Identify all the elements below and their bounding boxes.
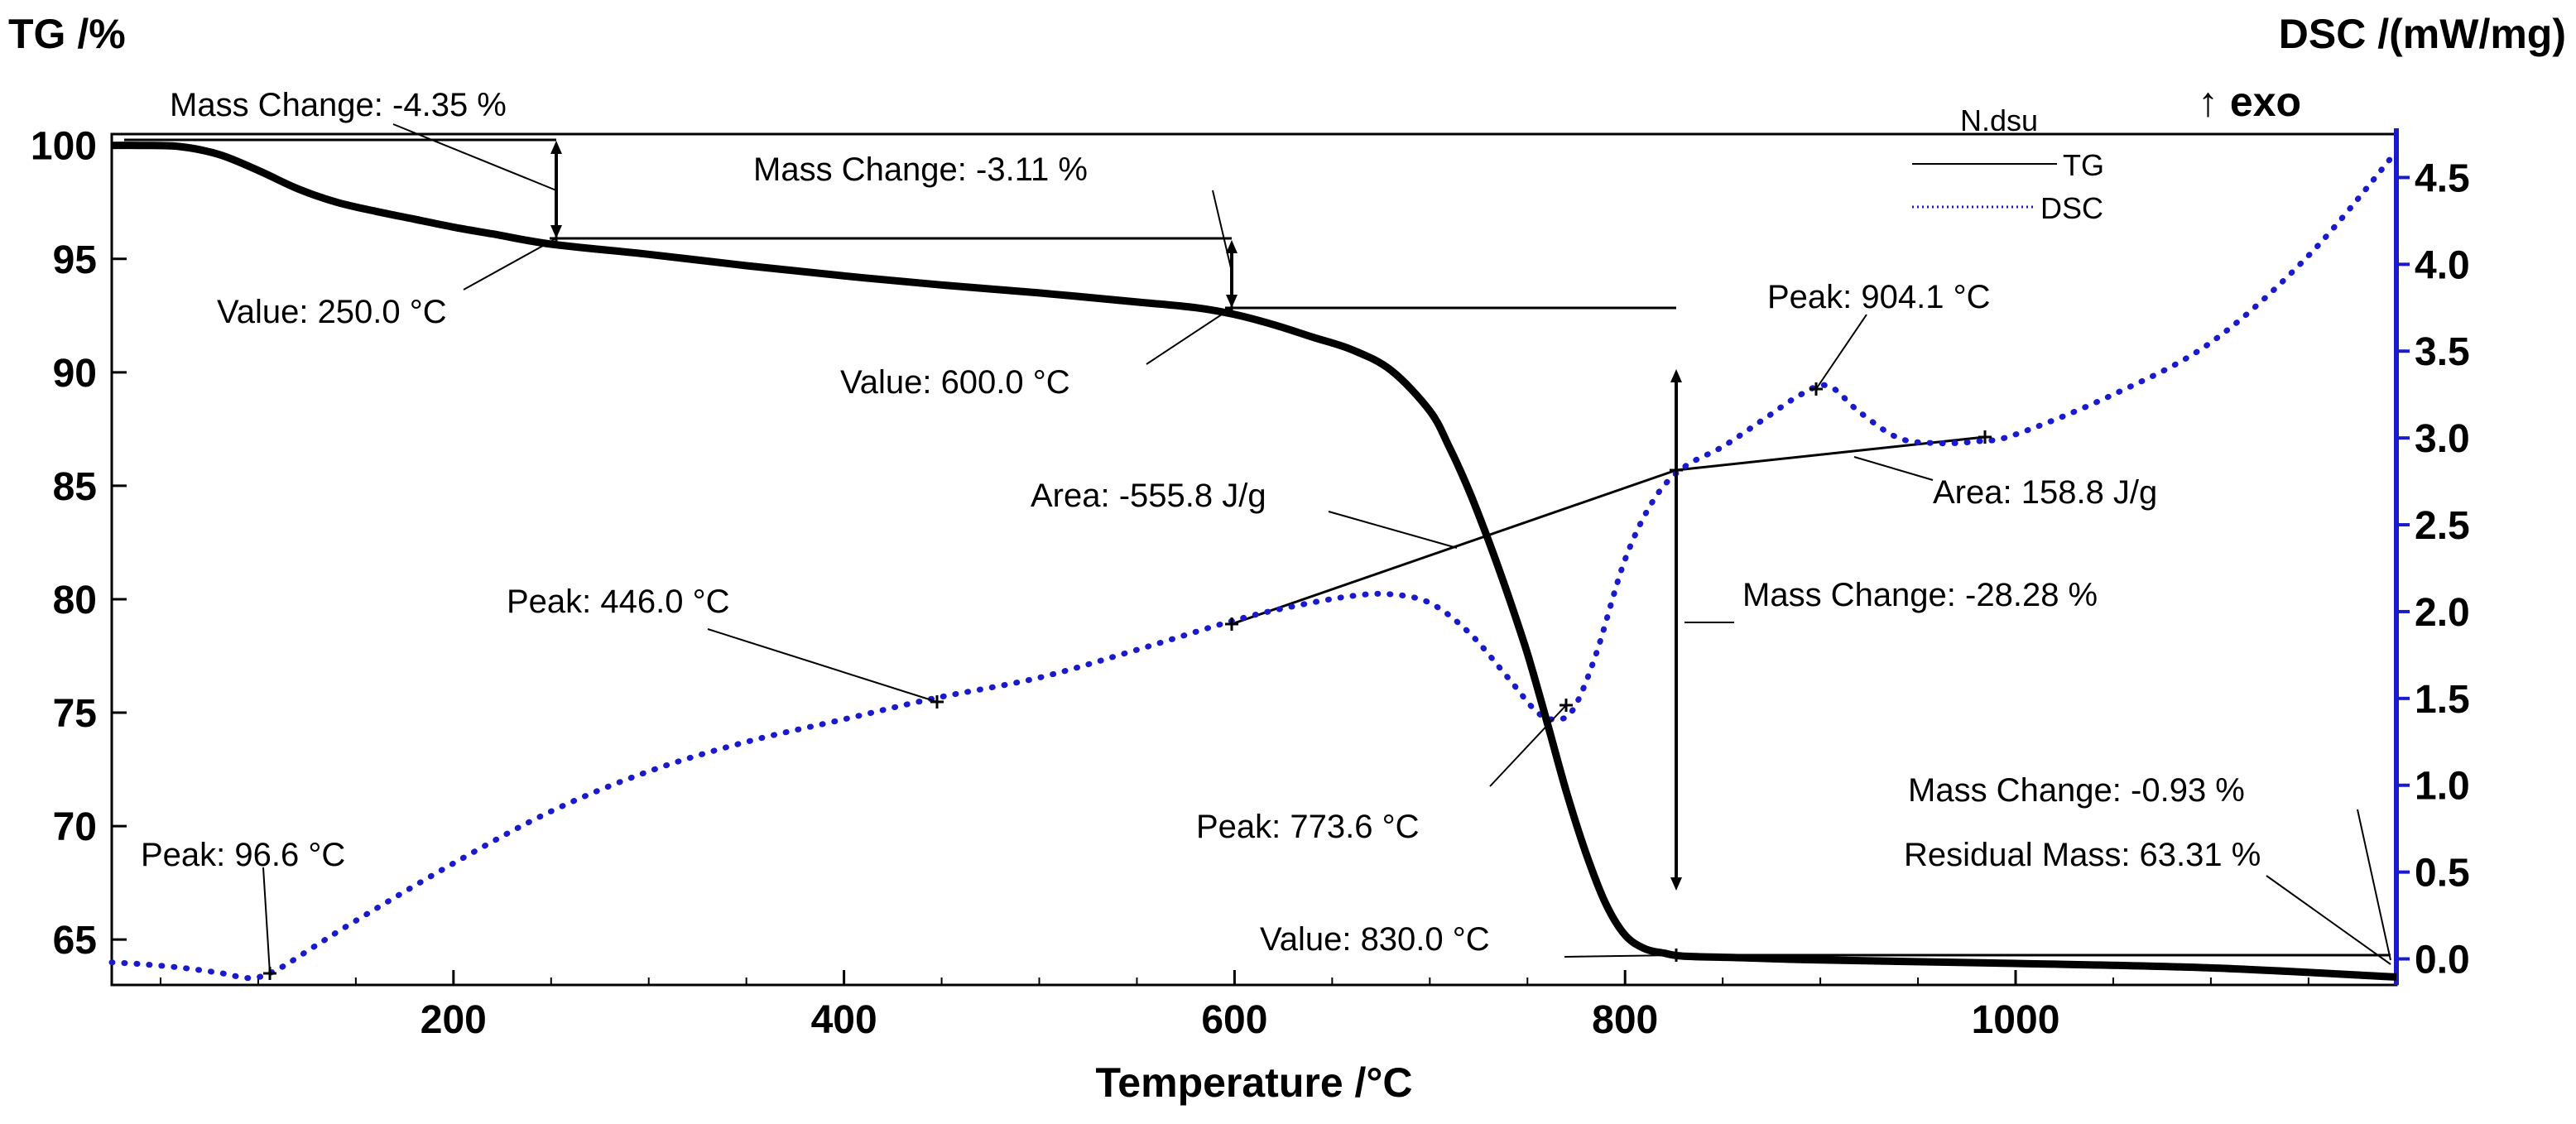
x-tick-label: 1000: [1972, 998, 2060, 1042]
y-right-tick-label: 2.0: [2415, 591, 2470, 635]
annotations: Mass Change: -4.35 % Mass Change: -3.11 …: [141, 87, 2261, 958]
y-left-tick-label: 90: [53, 352, 97, 396]
y-right-tick-label: 0.0: [2415, 939, 2470, 982]
y-right-tick-label: 1.0: [2415, 765, 2470, 809]
legend-label-dsc: DSC: [2040, 191, 2103, 225]
ann-mass-change-1: Mass Change: -4.35 %: [170, 87, 507, 123]
y-left-axis-ticks: 65 70 75 80 85 90 95 100: [31, 125, 127, 963]
x-tick-label: 800: [1592, 998, 1658, 1042]
y-right-axis-title: DSC /(mW/mg): [2279, 11, 2566, 57]
x-tick-label: 400: [811, 998, 877, 1042]
legend-title: N.dsu: [1960, 103, 2038, 137]
ann-peak-446: Peak: 446.0 °C: [507, 584, 730, 620]
ann-mass-change-4: Mass Change: -0.93 %: [1908, 772, 2245, 809]
ann-peak-773: Peak: 773.6 °C: [1196, 809, 1420, 845]
y-right-tick-label: 3.0: [2415, 417, 2470, 461]
y-left-tick-label: 70: [53, 805, 97, 849]
ann-mass-change-3: Mass Change: -28.28 %: [1742, 577, 2098, 613]
ann-mass-change-2: Mass Change: -3.11 %: [753, 151, 1088, 188]
y-right-tick-label: 2.5: [2415, 504, 2470, 548]
ann-area-neg: Area: -555.8 J/g: [1031, 478, 1266, 514]
dsc-baseline-2: [1675, 435, 1986, 472]
x-axis-title: Temperature /°C: [1095, 1059, 1412, 1106]
ann-peak-904: Peak: 904.1 °C: [1767, 279, 1991, 315]
ann-residual-mass: Residual Mass: 63.31 %: [1904, 837, 2261, 873]
y-left-axis-title: TG /%: [8, 11, 126, 57]
step-construction-lines: [124, 138, 2391, 957]
y-right-tick-label: 4.5: [2415, 156, 2470, 200]
ann-value-830: Value: 830.0 °C: [1260, 921, 1490, 958]
legend-label-tg: TG: [2063, 148, 2104, 182]
y-left-tick-label: 65: [53, 919, 97, 963]
y-left-tick-label: 75: [53, 692, 97, 736]
exo-label: ↑ exo: [2198, 79, 2301, 125]
y-left-tick-label: 100: [31, 125, 97, 169]
leader-lines: [262, 123, 2391, 974]
mass-change-arrows: [550, 141, 1682, 891]
y-left-tick-label: 80: [53, 579, 97, 622]
y-right-axis-ticks: 0.0 0.5 1.0 1.5 2.0 2.5 3.0 3.5 4.0 4.5: [2396, 156, 2470, 982]
y-right-tick-label: 4.0: [2415, 243, 2470, 287]
dsc-series-line: [108, 148, 2400, 982]
ann-area-pos: Area: 158.8 J/g: [1933, 474, 2157, 511]
ann-value-600: Value: 600.0 °C: [840, 364, 1070, 401]
x-tick-label: 600: [1201, 998, 1267, 1042]
y-right-tick-label: 3.5: [2415, 330, 2470, 374]
ann-value-250: Value: 250.0 °C: [217, 294, 447, 330]
ann-peak-96: Peak: 96.6 °C: [141, 837, 345, 873]
x-axis-ticks: 200 400 600 800 1000: [159, 970, 2309, 1042]
legend: N.dsu TG DSC: [1912, 103, 2104, 225]
y-left-tick-label: 95: [53, 238, 97, 282]
y-right-tick-label: 1.5: [2415, 678, 2470, 722]
y-left-tick-label: 85: [53, 465, 97, 509]
x-tick-label: 200: [421, 998, 487, 1042]
y-right-tick-label: 0.5: [2415, 852, 2470, 896]
